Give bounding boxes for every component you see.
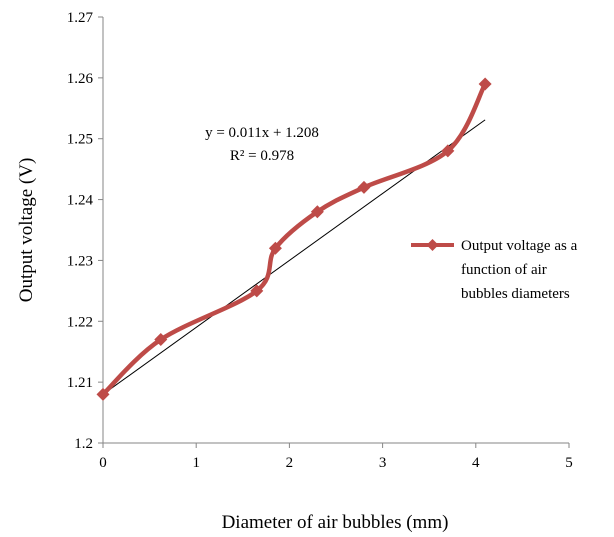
y-axis-title: Output voltage (V) [16,158,37,303]
data-point-marker [250,284,264,298]
data-point-marker [154,333,168,347]
y-tick-label: 1.2 [74,436,93,452]
trendline-r-squared: R² = 0.978 [230,148,294,164]
x-axis-ticks: 0 1 2 3 4 5 [99,443,573,471]
legend-label-line-2: function of air [461,262,547,278]
data-point-marker [310,205,324,219]
data-point-marker [441,144,455,158]
x-tick-label: 0 [99,455,107,471]
x-tick-label: 1 [192,455,200,471]
x-tick-label: 4 [472,455,480,471]
data-point-marker [96,387,110,401]
data-point-marker [357,180,371,194]
y-tick-label: 1.26 [67,71,94,87]
legend-marker-swatch [426,239,439,251]
x-axis-title: Diameter of air bubbles (mm) [222,512,449,533]
y-tick-label: 1.24 [67,193,94,209]
y-tick-label: 1.27 [67,10,94,26]
legend-label-line-3: bubbles diameters [461,286,570,302]
data-point-marker [268,241,282,255]
x-tick-label: 3 [379,455,387,471]
trendline-equation: y = 0.011x + 1.208 [205,125,319,141]
data-point-marker [478,77,492,91]
y-tick-label: 1.21 [67,375,93,391]
y-tick-label: 1.25 [67,132,93,148]
y-tick-label: 1.23 [67,253,93,269]
legend: Output voltage as a function of air bubb… [411,238,578,302]
legend-label-line-1: Output voltage as a [461,238,578,254]
y-tick-label: 1.22 [67,314,93,330]
x-tick-label: 5 [565,455,573,471]
y-axis-ticks: 1.2 1.21 1.22 1.23 1.24 1.25 1.26 1.27 [67,10,103,452]
series-line [100,81,488,397]
x-tick-label: 2 [286,455,294,471]
plot-area: 1.2 1.21 1.22 1.23 1.24 1.25 1.26 1.27 0 1 2 3 4 5 [67,10,573,471]
series-markers [96,77,492,401]
